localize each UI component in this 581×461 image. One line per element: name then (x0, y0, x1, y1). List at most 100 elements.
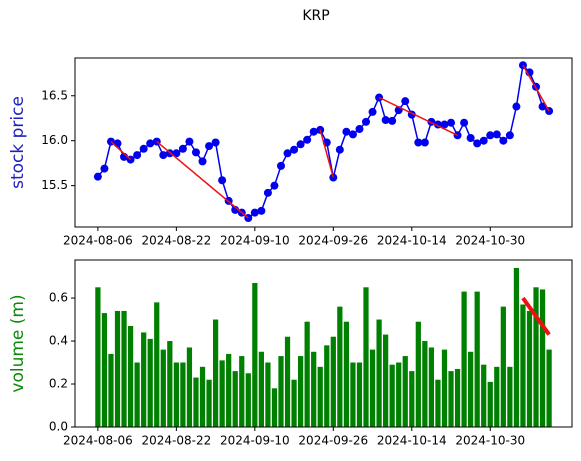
volume-bar (134, 362, 140, 427)
price-point (296, 140, 305, 149)
volume-bar (199, 366, 206, 427)
price-point (420, 138, 429, 147)
price-point (368, 107, 377, 116)
volume-bar (428, 347, 435, 427)
volume-bar (252, 282, 258, 427)
price-point (185, 137, 194, 146)
volume-bar (513, 267, 520, 427)
x-tick-label: 2024-08-06 (63, 234, 133, 248)
volume-bar (363, 287, 369, 427)
price-point (113, 139, 122, 148)
volume-bar (154, 302, 160, 427)
price-point (440, 120, 449, 129)
volume-bar (226, 353, 232, 427)
volume-bar (461, 291, 467, 427)
price-point (460, 118, 469, 127)
volume-bar (271, 388, 278, 427)
price-point (93, 172, 102, 181)
x-tick-label: 2024-09-10 (220, 434, 290, 448)
volume-bar (258, 351, 264, 427)
price-point (211, 138, 220, 147)
volume-bar (147, 338, 153, 427)
y-axis-label: stock price (8, 96, 28, 189)
volume-bar (304, 321, 310, 427)
price-point (250, 208, 259, 217)
x-tick-label: 2024-09-26 (298, 234, 368, 248)
volume-bar (546, 349, 552, 427)
y-tick-label: 16.0 (41, 133, 68, 147)
trend-line (156, 141, 249, 219)
price-point (414, 138, 423, 147)
volume-bar (383, 334, 389, 427)
price-point (401, 97, 410, 106)
price-point (303, 135, 312, 144)
volume-bar (402, 356, 408, 427)
volume-bar (520, 304, 526, 427)
volume-bar (317, 366, 323, 427)
price-point (505, 131, 514, 140)
volume-bar (265, 362, 271, 427)
price-point (191, 148, 200, 157)
volume-bar (284, 336, 291, 427)
volume-bar (330, 336, 336, 427)
x-tick-label: 2024-08-06 (63, 434, 133, 448)
price-point (283, 149, 292, 158)
x-tick-label: 2024-08-22 (141, 234, 211, 248)
price-point (309, 127, 318, 136)
y-tick-label: 0.2 (49, 377, 68, 391)
y-tick-label: 15.5 (41, 178, 68, 192)
volume-bar (108, 353, 114, 427)
volume-bar (369, 349, 376, 427)
price-point (479, 136, 488, 145)
x-tick-label: 2024-09-26 (298, 434, 368, 448)
x-tick-label: 2024-10-14 (377, 434, 447, 448)
volume-bar (291, 379, 297, 427)
price-point (146, 139, 155, 148)
y-tick-label: 0.6 (49, 291, 68, 305)
volume-bar (389, 364, 395, 427)
volume-bar (114, 310, 121, 427)
volume-bar (239, 356, 245, 427)
volume-bar (278, 356, 284, 427)
volume-bar (422, 341, 428, 427)
price-point (270, 181, 279, 190)
volume-bar (297, 356, 304, 427)
trend-line (319, 129, 335, 178)
y-tick-label: 0.4 (49, 334, 68, 348)
volume-bar (141, 332, 147, 427)
volume-bar (376, 319, 382, 427)
price-point (342, 127, 351, 136)
volume-bar (533, 287, 539, 427)
y-axis-label: volume (m) (8, 294, 28, 392)
volume-bar (206, 379, 212, 427)
volume-bar (337, 306, 343, 427)
volume-bar (474, 291, 480, 427)
price-point (198, 157, 207, 166)
volume-bar (101, 313, 108, 427)
volume-bar (193, 377, 199, 427)
price-point (355, 125, 364, 134)
volume-bar (232, 371, 238, 427)
x-tick-label: 2024-10-30 (455, 234, 525, 248)
volume-bar (409, 371, 415, 427)
volume-bar (356, 362, 363, 427)
volume-bar (481, 364, 487, 427)
price-point (348, 130, 357, 139)
price-point (290, 145, 299, 154)
volume-bar (487, 381, 493, 427)
price-point (486, 131, 495, 140)
x-tick-label: 2024-08-22 (141, 434, 211, 448)
price-point (133, 151, 142, 160)
plot-frame (74, 57, 573, 228)
volume-bar (448, 371, 454, 427)
x-tick-label: 2024-10-14 (377, 234, 447, 248)
trend-line (522, 64, 550, 112)
volume-bar (494, 366, 500, 427)
price-point (159, 151, 168, 160)
price-point (362, 117, 371, 126)
price-point (178, 144, 187, 153)
volume-bar (435, 379, 441, 427)
price-point (512, 102, 521, 111)
trend-line (521, 296, 551, 336)
